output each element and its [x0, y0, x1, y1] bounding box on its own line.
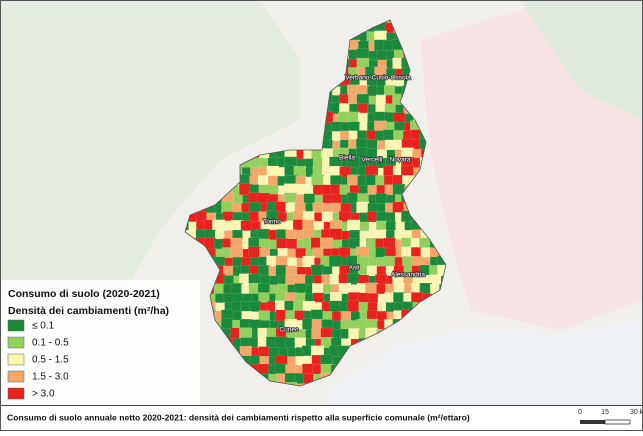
neighbor-area: [0, 0, 300, 300]
legend-swatch: [7, 387, 25, 400]
neighbor-area: [520, 0, 643, 120]
sea: [330, 320, 643, 405]
scale-label: 0: [578, 409, 582, 416]
legend-subtitle: Densità dei cambiamenti (m²/ha): [8, 305, 169, 317]
municipality-patch: [348, 328, 361, 340]
legend-swatch: [7, 370, 25, 383]
place-label: Biella: [339, 155, 355, 162]
municipality-patch: [385, 212, 397, 223]
legend-swatch: [7, 336, 25, 349]
legend-swatch: [7, 353, 25, 366]
municipality-patch: [287, 347, 298, 358]
place-label: Novara: [390, 157, 411, 164]
scale-label: 30 km: [630, 409, 643, 416]
region-border: [184, 19, 447, 387]
municipality-patch: [269, 185, 280, 196]
legend-label: ≤ 0.1: [32, 321, 55, 332]
legend-label: 0.5 - 1.5: [32, 355, 69, 366]
legend-label: 0.1 - 0.5: [32, 338, 69, 349]
legend-label: > 3.0: [32, 389, 55, 400]
caption: Consumo di suolo annuale netto 2020-2021…: [7, 412, 470, 422]
legend-swatch: [7, 319, 25, 332]
place-label: Vercelli: [362, 157, 383, 164]
place-labels: Verbano-Cusio-Ossola Biella Vercelli Novara…: [262, 74, 426, 335]
municipality-patch: [285, 238, 298, 250]
place-label: Torino: [263, 219, 281, 226]
scale-label: 15: [601, 409, 609, 416]
legend-box: [0, 280, 200, 405]
municipality-patch: [376, 50, 388, 61]
municipality-patch: [359, 221, 370, 232]
municipality-patch: [269, 275, 280, 286]
municipality-patch: [296, 383, 307, 386]
municipality-patch: [385, 221, 397, 232]
scale-bar: 0 15 30 km: [578, 409, 643, 425]
place-label: Alessandria: [391, 272, 425, 279]
place-label: Cuneo: [279, 327, 299, 334]
municipality-patch: [215, 293, 226, 304]
municipality-patch: [395, 221, 406, 232]
place-label: Verbano-Cusio-Ossola: [345, 75, 411, 82]
municipality-patch: [367, 293, 379, 304]
municipality-patch: [346, 300, 361, 313]
legend-title: Consumo di suolo (2020-2021): [8, 288, 160, 300]
scale-segment: [580, 420, 605, 424]
municipality-patch: [340, 311, 352, 322]
legend-label: 1.5 - 3.0: [32, 372, 69, 383]
place-label: Asti: [349, 265, 360, 272]
municipality-patch: [230, 283, 244, 295]
municipality-patch: [376, 302, 388, 313]
legend-items: ≤ 0.1 0.1 - 0.5 0.5 - 1.5 1.5 - 3.0 > 3.0: [7, 319, 69, 400]
municipality-patch: [331, 311, 343, 322]
scale-segment: [604, 419, 631, 425]
